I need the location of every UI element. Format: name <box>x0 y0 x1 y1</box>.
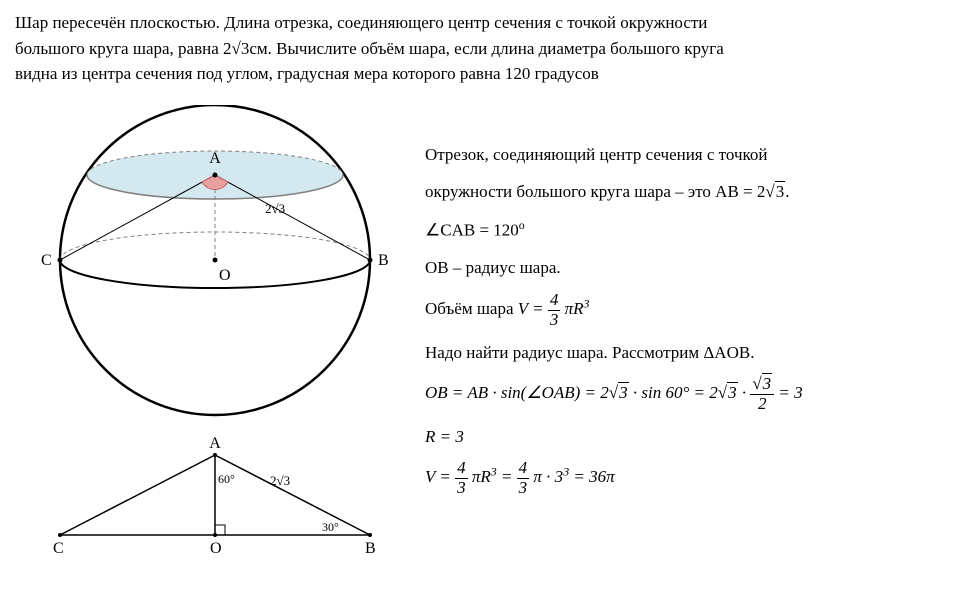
sol-text-1: Отрезок, соединяющий центр сечения с точ… <box>425 145 767 164</box>
tri-point-C <box>58 533 62 537</box>
label-A: A <box>209 150 221 167</box>
problem-line-1: Шар пересечён плоскостью. Длина отрезка,… <box>15 13 707 32</box>
c1-mid2: · <box>738 383 751 402</box>
c3-n1: 4 <box>455 459 468 479</box>
fv-exp: 3 <box>584 297 590 311</box>
solution-line-2: окружности большого круга шара – это АВ … <box>425 177 948 207</box>
c1-fns: 3 <box>762 373 773 393</box>
c1-mid: · sin 60° = 2 <box>629 383 718 402</box>
c3-d2: 3 <box>517 479 530 498</box>
solution-line-4: OB – радиус шара. <box>425 253 948 283</box>
tri-AB <box>215 455 370 535</box>
calc-line-1: OB = AB · sin(∠OAB) = 23 · sin 60° = 23 … <box>425 375 948 413</box>
point-O <box>213 257 218 262</box>
c3-V: V <box>425 468 435 487</box>
equator-front <box>60 260 370 288</box>
solution-line-3: ∠CAB = 120o <box>425 215 948 245</box>
sqrt-3a: 3 <box>775 181 786 201</box>
fv-frac: 43 <box>548 291 561 329</box>
tri-label-C: C <box>53 540 64 557</box>
tri-CA <box>60 455 215 535</box>
sol-angle: ∠CAB = 120 <box>425 221 519 240</box>
c1-num: 3 <box>750 375 774 395</box>
solution-line-6: Надо найти радиус шара. Рассмотрим ΔAOB. <box>425 338 948 368</box>
tri-point-O <box>213 533 217 537</box>
fv-eq: = <box>528 299 548 318</box>
c1-den: 2 <box>750 395 774 414</box>
tri-angle-60: 60° <box>218 472 235 486</box>
label-O: O <box>219 267 231 284</box>
fv-den: 3 <box>548 311 561 330</box>
c3-n2: 4 <box>517 459 530 479</box>
solution-column: Отрезок, соединяющий центр сечения с точ… <box>425 105 948 585</box>
geometry-diagram: A O C B 2√3 A <box>15 105 395 580</box>
c3-f2: 43 <box>517 459 530 497</box>
fv-V: V <box>518 299 528 318</box>
tri-label-B: B <box>365 540 376 557</box>
label-B: B <box>378 252 389 269</box>
c1-frac: 32 <box>750 375 774 413</box>
fv-num: 4 <box>548 291 561 311</box>
calc-line-3: V = 43 πR3 = 43 π · 33 = 36π <box>425 459 948 497</box>
c1-res: = 3 <box>774 383 802 402</box>
fv-pi: π <box>565 299 574 318</box>
tri-label-A: A <box>209 435 221 452</box>
c3-f1: 43 <box>455 459 468 497</box>
c1-s1: 3 <box>618 382 629 402</box>
solution-line-5: Объём шара V = 43 πR3 <box>425 291 948 329</box>
c3-eq2: = <box>497 468 517 487</box>
solution-line-1: Отрезок, соединяющий центр сечения с точ… <box>425 140 948 170</box>
c1-s2: 3 <box>727 382 738 402</box>
triangle-diagram: A C B O 60° 30° 2√3 <box>53 435 376 557</box>
volume-formula: V = 43 πR3 <box>518 291 590 329</box>
problem-statement: Шар пересечён плоскостью. Длина отрезка,… <box>15 10 948 87</box>
c1-pre: OB = AB · sin(∠OAB) = 2 <box>425 383 609 402</box>
diagram-column: A O C B 2√3 A <box>15 105 395 585</box>
right-angle-marker <box>215 525 225 535</box>
c3-pi2: π · 3 <box>533 468 563 487</box>
problem-line-3: видна из центра сечения под углом, граду… <box>15 64 599 83</box>
fv-R: R <box>573 299 583 318</box>
sol-text-2: окружности большого круга шара – это АВ … <box>425 182 765 201</box>
content-row: A O C B 2√3 A <box>15 105 948 585</box>
calc-line-2: R = 3 <box>425 422 948 452</box>
sol-vol-label: Объём шара <box>425 299 518 318</box>
point-C <box>58 257 63 262</box>
c3-res: = 36π <box>569 468 615 487</box>
problem-line-2: большого круга шара, равна 2√3см. Вычисл… <box>15 39 724 58</box>
c3-d1: 3 <box>455 479 468 498</box>
tri-angle-30: 30° <box>322 520 339 534</box>
tri-point-A <box>213 453 217 457</box>
point-B <box>368 257 373 262</box>
c3-eq1: = <box>435 468 455 487</box>
tri-point-B <box>368 533 372 537</box>
tri-side-label: 2√3 <box>270 473 290 488</box>
c3-pir: πR <box>472 468 491 487</box>
tri-label-O: O <box>210 540 222 557</box>
label-2sqrt3: 2√3 <box>265 201 285 216</box>
label-C: C <box>41 252 52 269</box>
point-A <box>213 172 218 177</box>
